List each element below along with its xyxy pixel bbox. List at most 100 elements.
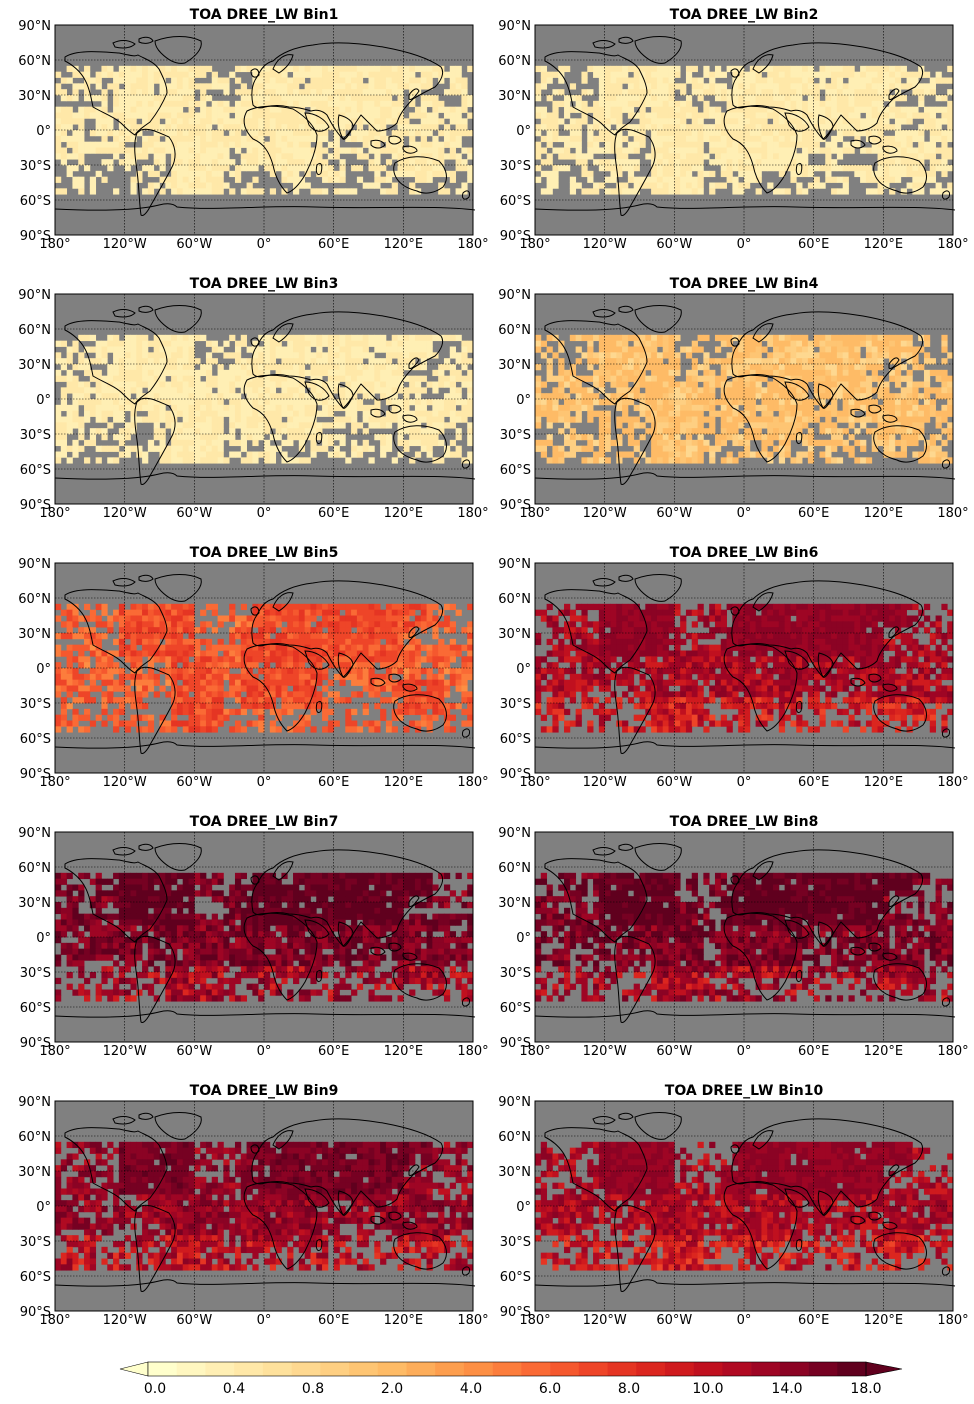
- heatmap-cell: [865, 387, 873, 394]
- heatmap-cell: [680, 346, 687, 353]
- heatmap-cell: [581, 71, 588, 78]
- heatmap-cell: [755, 147, 762, 154]
- heatmap-cell: [662, 106, 669, 113]
- heatmap-cell: [182, 153, 189, 160]
- heatmap-cell: [825, 410, 832, 417]
- heatmap-cell: [316, 334, 323, 342]
- heatmap-cell: [293, 141, 300, 148]
- heatmap-cell: [66, 410, 73, 417]
- heatmap-cell: [95, 399, 102, 406]
- heatmap-cell: [287, 358, 294, 365]
- heatmap-cell: [796, 393, 803, 400]
- heatmap-cell: [947, 434, 954, 441]
- heatmap-cell: [889, 422, 896, 429]
- heatmap-cell: [558, 65, 565, 73]
- heatmap-cell: [912, 106, 919, 113]
- heatmap-cell: [883, 147, 890, 154]
- heatmap-cell: [449, 364, 456, 371]
- heatmap-cell: [569, 334, 577, 342]
- heatmap-cell: [546, 71, 553, 78]
- heatmap-cell: [894, 77, 902, 84]
- heatmap-cell: [923, 375, 931, 382]
- lon-tick-label: 180°: [39, 506, 70, 521]
- heatmap-cell: [598, 387, 606, 394]
- heatmap-cell: [767, 381, 774, 388]
- heatmap-cell: [535, 124, 542, 131]
- heatmap-cell: [802, 346, 809, 353]
- heatmap-cell: [848, 165, 855, 172]
- heatmap-cell: [732, 434, 739, 441]
- heatmap-cell: [310, 118, 317, 125]
- heatmap-cell: [749, 77, 757, 84]
- heatmap-cell: [703, 381, 710, 388]
- heatmap-cell: [107, 159, 114, 166]
- heatmap-cell: [147, 188, 155, 195]
- heatmap-cell: [171, 369, 178, 377]
- heatmap-cell: [836, 393, 844, 400]
- heatmap-cell: [351, 346, 358, 353]
- heatmap-cell: [773, 100, 780, 108]
- heatmap-cell: [604, 159, 611, 166]
- heatmap-cell: [732, 83, 739, 90]
- heatmap-cell: [819, 352, 826, 359]
- heatmap-cell: [651, 100, 658, 108]
- heatmap-cell: [865, 375, 873, 382]
- heatmap-cell: [368, 393, 375, 400]
- heatmap-cell: [246, 346, 253, 353]
- heatmap-cell: [912, 147, 919, 154]
- heatmap-cell: [691, 159, 698, 166]
- heatmap-cell: [894, 112, 902, 119]
- heatmap-cell: [813, 381, 820, 388]
- heatmap-cell: [368, 112, 375, 119]
- heatmap-cell: [633, 176, 640, 183]
- heatmap-cell: [252, 422, 259, 429]
- heatmap-cell: [558, 165, 565, 172]
- heatmap-cell: [807, 130, 815, 137]
- heatmap-cell: [345, 603, 352, 611]
- heatmap-cell: [645, 83, 652, 90]
- heatmap-cell: [374, 165, 381, 172]
- heatmap-cell: [449, 153, 456, 160]
- heatmap-cell: [825, 340, 832, 347]
- heatmap-cell: [836, 135, 844, 143]
- heatmap-cell: [842, 141, 849, 148]
- heatmap-cell: [246, 135, 253, 143]
- heatmap-cell: [113, 135, 120, 143]
- heatmap-cell: [935, 375, 942, 382]
- heatmap-cell: [182, 176, 189, 183]
- heatmap-cell: [894, 83, 902, 90]
- heatmap-cell: [107, 381, 114, 388]
- heatmap-cell: [773, 428, 780, 435]
- heatmap-cell: [298, 71, 306, 78]
- heatmap-cell: [264, 124, 271, 131]
- heatmap-cell: [95, 404, 102, 412]
- heatmap-cell: [467, 65, 474, 73]
- heatmap-cell: [200, 153, 207, 160]
- heatmap-cell: [836, 71, 844, 78]
- heatmap-cell: [147, 100, 155, 108]
- heatmap-cell: [900, 410, 907, 417]
- heatmap-cell: [438, 100, 445, 108]
- heatmap-cell: [449, 375, 456, 382]
- heatmap-cell: [923, 445, 931, 452]
- heatmap-cell: [546, 159, 553, 166]
- heatmap-cell: [558, 100, 565, 108]
- heatmap-cell: [883, 340, 890, 347]
- heatmap-cell: [564, 95, 571, 102]
- heatmap-cell: [72, 410, 79, 417]
- heatmap-cell: [78, 159, 85, 166]
- heatmap-cell: [546, 422, 553, 429]
- heatmap-cell: [697, 445, 704, 452]
- heatmap-cell: [575, 445, 582, 452]
- heatmap-cell: [703, 71, 710, 78]
- heatmap-cell: [293, 77, 300, 84]
- heatmap-cell: [947, 393, 954, 400]
- heatmap-cell: [269, 100, 277, 108]
- heatmap-cell: [854, 393, 861, 400]
- heatmap-cell: [147, 165, 155, 172]
- heatmap-cell: [616, 165, 623, 172]
- heatmap-cell: [546, 124, 553, 131]
- heatmap-cell: [310, 95, 317, 102]
- heatmap-cell: [304, 346, 311, 353]
- heatmap-cell: [211, 340, 218, 347]
